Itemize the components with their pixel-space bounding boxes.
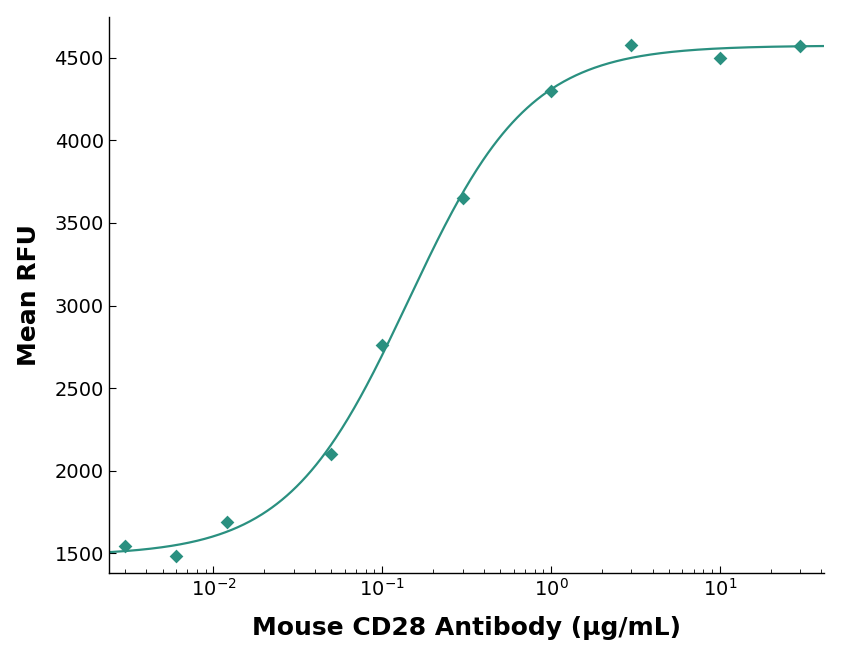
Point [544, 85, 558, 96]
X-axis label: Mouse CD28 Antibody (μg/mL): Mouse CD28 Antibody (μg/mL) [252, 616, 681, 641]
Y-axis label: Mean RFU: Mean RFU [17, 224, 40, 366]
Point [456, 193, 469, 204]
Point [325, 449, 338, 459]
Point [119, 541, 132, 552]
Point [794, 41, 807, 52]
Point [169, 551, 182, 562]
Point [713, 53, 727, 63]
Point [625, 39, 638, 50]
Point [220, 516, 234, 527]
Point [375, 340, 389, 350]
